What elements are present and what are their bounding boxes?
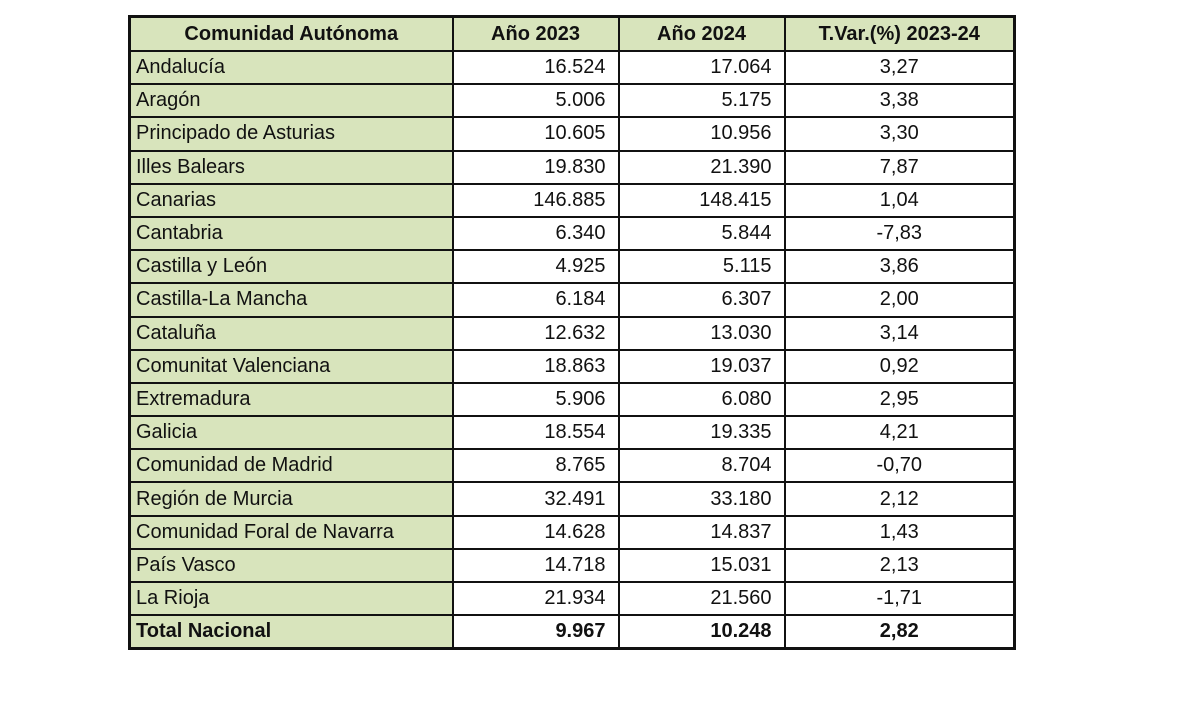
cell-2024: 10.956: [617, 116, 786, 152]
table-row: La Rioja 21.934 21.560 -1,71: [128, 580, 1016, 617]
header-row: Comunidad Autónoma Año 2023 Año 2024 T.V…: [128, 15, 1016, 52]
cell-2024: 6.080: [617, 381, 786, 418]
cell-variation: 3,38: [783, 83, 1016, 119]
total-row: Total Nacional 9.967 10.248 2,82: [128, 614, 1016, 650]
cell-2024: 33.180: [617, 481, 786, 517]
data-table: Comunidad Autónoma Año 2023 Año 2024 T.V…: [128, 15, 1016, 651]
cell-2023: 21.934: [451, 580, 620, 617]
cell-comunidad: Canarias: [128, 182, 454, 218]
cell-2024: 17.064: [617, 49, 786, 86]
cell-variation: 3,27: [783, 49, 1016, 86]
cell-comunidad: Principado de Asturias: [128, 116, 454, 152]
table-row: Galicia 18.554 19.335 4,21: [128, 415, 1016, 451]
cell-variation: -7,83: [783, 215, 1016, 252]
cell-2023: 6.184: [451, 282, 620, 318]
cell-comunidad: Illes Balears: [128, 149, 454, 185]
cell-comunidad: Extremadura: [128, 381, 454, 418]
cell-comunidad: Andalucía: [128, 49, 454, 86]
cell-variation: 0,92: [783, 348, 1016, 384]
cell-variation: 2,13: [783, 547, 1016, 584]
cell-variation: -1,71: [783, 580, 1016, 617]
cell-2023: 12.632: [451, 315, 620, 351]
cell-comunidad: País Vasco: [128, 547, 454, 584]
cell-variation: -0,70: [783, 448, 1016, 484]
table-row: Extremadura 5.906 6.080 2,95: [128, 381, 1016, 418]
table-row: Región de Murcia 32.491 33.180 2,12: [128, 481, 1016, 517]
cell-2024: 8.704: [617, 448, 786, 484]
table-row: Castilla-La Mancha 6.184 6.307 2,00: [128, 282, 1016, 318]
table-row: Canarias 146.885 148.415 1,04: [128, 182, 1016, 218]
cell-2024: 19.037: [617, 348, 786, 384]
table-row: Comunidad de Madrid 8.765 8.704 -0,70: [128, 448, 1016, 484]
cell-variation: 7,87: [783, 149, 1016, 185]
cell-2024: 21.560: [617, 580, 786, 617]
cell-variation: 2,82: [783, 614, 1016, 650]
cell-comunidad: Comunitat Valenciana: [128, 348, 454, 384]
cell-2023: 9.967: [451, 614, 620, 650]
header-comunidad: Comunidad Autónoma: [128, 15, 454, 52]
cell-2023: 18.554: [451, 415, 620, 451]
table-row: País Vasco 14.718 15.031 2,13: [128, 547, 1016, 584]
cell-2023: 14.718: [451, 547, 620, 584]
cell-2023: 8.765: [451, 448, 620, 484]
table-row: Illes Balears 19.830 21.390 7,87: [128, 149, 1016, 185]
cell-variation: 1,43: [783, 514, 1016, 550]
cell-2024: 13.030: [617, 315, 786, 351]
cell-variation: 3,14: [783, 315, 1016, 351]
cell-2024: 148.415: [617, 182, 786, 218]
cell-2023: 6.340: [451, 215, 620, 252]
cell-2023: 16.524: [451, 49, 620, 86]
cell-variation: 4,21: [783, 415, 1016, 451]
cell-2023: 18.863: [451, 348, 620, 384]
table-row: Comunidad Foral de Navarra 14.628 14.837 1,…: [128, 514, 1016, 550]
cell-2024: 6.307: [617, 282, 786, 318]
cell-2024: 21.390: [617, 149, 786, 185]
cell-2023: 10.605: [451, 116, 620, 152]
table-row: Cantabria 6.340 5.844 -7,83: [128, 215, 1016, 252]
cell-comunidad: Castilla y León: [128, 249, 454, 285]
cell-2024: 14.837: [617, 514, 786, 550]
table-row: Comunitat Valenciana 18.863 19.037 0,92: [128, 348, 1016, 384]
table-row: Aragón 5.006 5.175 3,38: [128, 83, 1016, 119]
header-2023: Año 2023: [451, 15, 620, 52]
table-row: Cataluña 12.632 13.030 3,14: [128, 315, 1016, 351]
cell-comunidad: Total Nacional: [128, 614, 454, 650]
cell-comunidad: Cataluña: [128, 315, 454, 351]
cell-variation: 2,12: [783, 481, 1016, 517]
cell-2024: 19.335: [617, 415, 786, 451]
cell-comunidad: Castilla-La Mancha: [128, 282, 454, 318]
cell-2023: 4.925: [451, 249, 620, 285]
cell-variation: 1,04: [783, 182, 1016, 218]
cell-variation: 2,00: [783, 282, 1016, 318]
cell-variation: 2,95: [783, 381, 1016, 418]
cell-2024: 10.248: [617, 614, 786, 650]
cell-comunidad: Comunidad de Madrid: [128, 448, 454, 484]
header-variation: T.Var.(%) 2023-24: [783, 15, 1016, 52]
table-row: Andalucía 16.524 17.064 3,27: [128, 49, 1016, 86]
table-row: Principado de Asturias 10.605 10.956 3,30: [128, 116, 1016, 152]
cell-2023: 32.491: [451, 481, 620, 517]
cell-comunidad: Comunidad Foral de Navarra: [128, 514, 454, 550]
cell-2023: 5.906: [451, 381, 620, 418]
cell-variation: 3,30: [783, 116, 1016, 152]
cell-2023: 14.628: [451, 514, 620, 550]
cell-2023: 5.006: [451, 83, 620, 119]
cell-2024: 5.844: [617, 215, 786, 252]
cell-comunidad: Aragón: [128, 83, 454, 119]
cell-variation: 3,86: [783, 249, 1016, 285]
cell-comunidad: Cantabria: [128, 215, 454, 252]
cell-2024: 5.115: [617, 249, 786, 285]
cell-2024: 5.175: [617, 83, 786, 119]
cell-2024: 15.031: [617, 547, 786, 584]
cell-comunidad: La Rioja: [128, 580, 454, 617]
cell-2023: 19.830: [451, 149, 620, 185]
header-2024: Año 2024: [617, 15, 786, 52]
cell-comunidad: Región de Murcia: [128, 481, 454, 517]
cell-2023: 146.885: [451, 182, 620, 218]
cell-comunidad: Galicia: [128, 415, 454, 451]
table-row: Castilla y León 4.925 5.115 3,86: [128, 249, 1016, 285]
